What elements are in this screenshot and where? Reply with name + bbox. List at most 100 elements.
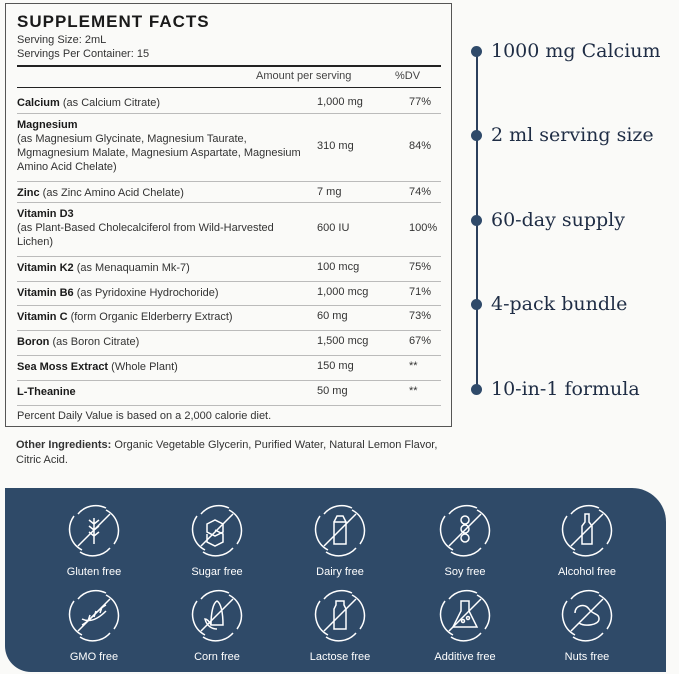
serving-size: Serving Size: 2mL — [17, 34, 107, 46]
nutrient-name: Vitamin B6 (as Pyridoxine Hydrochoride) — [17, 286, 302, 300]
other-ingredients-text: Organic Vegetable Glycerin, Purified Wat… — [16, 439, 438, 466]
badge-label: Lactose free — [309, 651, 371, 663]
badge-dairy-free: Dairy free — [280, 500, 400, 578]
divider — [17, 65, 441, 67]
nutrient-name: Sea Moss Extract (Whole Plant) — [17, 360, 302, 374]
bullet-dot-icon — [471, 299, 482, 310]
nutrient-name: Zinc (as Zinc Amino Acid Chelate) — [17, 186, 302, 200]
nutrient-detail: (as Calcium Citrate) — [59, 97, 161, 109]
milk-carton-icon — [314, 504, 366, 557]
divider — [17, 405, 441, 406]
badge-label: Soy free — [444, 566, 486, 578]
badge-label: GMO free — [69, 651, 119, 663]
footnote: Percent Daily Value is based on a 2,000 … — [17, 410, 272, 422]
nutrient-dv: 100% — [409, 222, 438, 234]
wheat-icon — [68, 504, 120, 557]
badge-label: Additive free — [434, 651, 496, 663]
divider — [17, 202, 441, 203]
nutrient-label: Zinc — [17, 187, 40, 199]
badge-alcohol-free: Alcohol free — [527, 500, 647, 578]
other-ingredients-label: Other Ingredients: — [16, 439, 112, 451]
badge-label: Sugar free — [191, 566, 243, 578]
badge-additive-free: Additive free — [405, 585, 525, 663]
nut-icon — [561, 589, 613, 642]
nutrient-amount: 1,000 mg — [317, 96, 363, 108]
nutrient-detail: (as Menaquamin Mk-7) — [73, 262, 190, 274]
nutrient-name: Vitamin C (form Organic Elderberry Extra… — [17, 310, 302, 324]
badge-label: Alcohol free — [557, 566, 617, 578]
nutrient-label: L-Theanine — [17, 386, 76, 398]
nutrient-label: Vitamin K2 — [17, 262, 74, 274]
badge-label: Dairy free — [316, 566, 364, 578]
nutrient-detail: (form Organic Elderberry Extract) — [67, 311, 233, 323]
badge-gluten-free: Gluten free — [34, 500, 154, 578]
facts-title: SUPPLEMENT FACTS — [17, 12, 210, 31]
nutrient-amount: 7 mg — [317, 186, 342, 198]
nutrient-dv: 71% — [409, 286, 432, 298]
dv-header: %DV — [395, 70, 421, 82]
nutrient-amount: 1,500 mcg — [317, 335, 369, 347]
nutrient-name: Magnesium (as Magnesium Glycinate, Magnes… — [17, 118, 302, 174]
nutrient-amount: 150 mg — [317, 360, 354, 372]
sugar-cubes-icon — [191, 504, 243, 557]
badge-lactose-free: Lactose free — [280, 585, 400, 663]
nutrient-label: Sea Moss Extract — [17, 361, 109, 373]
nutrient-name: L-Theanine — [17, 385, 302, 399]
badge-label: Corn free — [194, 651, 240, 663]
badge-nuts-free: Nuts free — [527, 585, 647, 663]
corn-icon — [191, 589, 243, 642]
nutrient-label: Magnesium — [17, 119, 78, 131]
dna-icon — [68, 589, 120, 642]
bullet-dot-icon — [471, 46, 482, 57]
nutrient-amount: 100 mcg — [317, 261, 360, 273]
highlight-text: 10-in-1 formula — [491, 378, 640, 400]
highlight-text: 1000 mg Calcium — [491, 40, 661, 62]
nutrient-label: Vitamin D3 — [17, 208, 74, 220]
nutrient-amount: 310 mg — [317, 140, 354, 152]
nutrient-name: Vitamin K2 (as Menaquamin Mk-7) — [17, 261, 302, 275]
bullet-dot-icon — [471, 384, 482, 395]
flask-icon — [439, 589, 491, 642]
nutrient-label: Boron — [17, 336, 50, 348]
divider — [17, 330, 441, 331]
nutrient-detail: (as Pyridoxine Hydrochoride) — [73, 287, 219, 299]
highlight-text: 2 ml serving size — [491, 124, 654, 146]
other-ingredients: Other Ingredients: Organic Vegetable Gly… — [16, 438, 446, 468]
divider — [17, 380, 441, 381]
nutrient-dv: 77% — [409, 96, 432, 108]
divider — [17, 256, 441, 257]
highlight-text: 60-day supply — [491, 209, 625, 231]
badge-sugar-free: Sugar free — [157, 500, 277, 578]
bottle-icon — [561, 504, 613, 557]
divider — [17, 113, 441, 114]
badge-soy-free: Soy free — [405, 500, 525, 578]
divider — [17, 305, 441, 306]
nutrient-name: Calcium (as Calcium Citrate) — [17, 96, 302, 110]
badge-gmo-free: GMO free — [34, 585, 154, 663]
divider — [17, 181, 441, 182]
nutrient-label: Calcium — [17, 97, 60, 109]
nutrient-dv: 84% — [409, 140, 432, 152]
nutrient-detail: (as Zinc Amino Acid Chelate) — [39, 187, 184, 199]
nutrient-label: Vitamin C — [17, 311, 68, 323]
nutrient-detail: (as Boron Citrate) — [49, 336, 140, 348]
nutrient-amount: 600 IU — [317, 222, 350, 234]
divider — [17, 87, 441, 88]
soybean-icon — [439, 504, 491, 557]
nutrient-name: Vitamin D3 (as Plant-Based Cholecalcifero… — [17, 207, 302, 249]
badge-label: Gluten free — [66, 566, 122, 578]
nutrient-amount: 60 mg — [317, 310, 348, 322]
nutrient-dv: 67% — [409, 335, 432, 347]
nutrient-dv: ** — [409, 385, 418, 397]
amount-header: Amount per serving — [256, 70, 352, 82]
nutrient-amount: 1,000 mcg — [317, 286, 369, 298]
divider — [17, 281, 441, 282]
bullet-dot-icon — [471, 130, 482, 141]
nutrient-dv: 75% — [409, 261, 432, 273]
supplement-facts-panel: SUPPLEMENT FACTS Serving Size: 2mL Servi… — [5, 3, 452, 427]
nutrient-name: Boron (as Boron Citrate) — [17, 335, 302, 349]
nutrient-dv: ** — [409, 360, 418, 372]
badge-label: Nuts free — [564, 651, 610, 663]
divider — [17, 355, 441, 356]
